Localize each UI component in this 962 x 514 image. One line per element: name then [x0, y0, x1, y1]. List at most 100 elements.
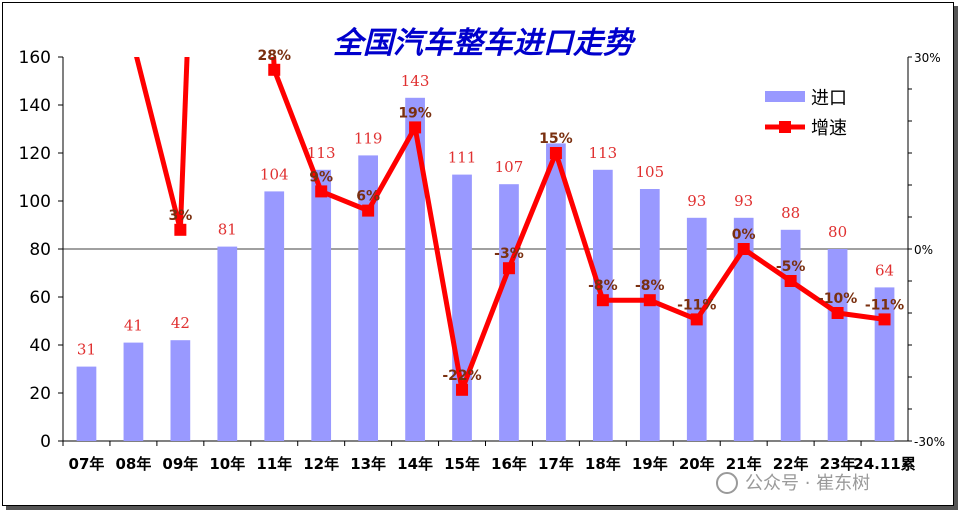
- chart-svg: 0 20 40 60 80 100 120 140 160 30% 0% -30% 07年 08年 09年 1…: [19, 26, 945, 494]
- growth-line-group: [134, 57, 885, 393]
- bar-data-label: 93: [687, 192, 706, 210]
- y-left-tick-label: 0: [40, 432, 51, 452]
- bar-data-label: 113: [589, 144, 618, 162]
- x-tick-label: 16年: [491, 455, 527, 473]
- x-tick-label: 22年: [773, 455, 809, 473]
- x-tick-label: 17年: [538, 455, 574, 473]
- bar: [76, 366, 97, 441]
- bar-data-label: 81: [218, 221, 237, 239]
- y-left-tick-label: 120: [19, 144, 51, 164]
- x-tick-label: 11年: [256, 455, 292, 473]
- y-left-tick-label: 140: [19, 96, 51, 116]
- bar-data-label: 143: [401, 72, 430, 90]
- line-data-label: 15%: [539, 131, 573, 147]
- y-left-tick-label: 160: [19, 48, 51, 68]
- bar-data-label: 88: [781, 204, 800, 222]
- x-tick-label: 21年: [726, 455, 762, 473]
- bar-data-label: 113: [307, 144, 336, 162]
- bar-data-label: 107: [495, 158, 524, 176]
- y-left-tick-label: 40: [29, 336, 51, 356]
- x-tick-label: 07年: [69, 455, 105, 473]
- bar: [405, 97, 425, 442]
- y-right-tick-label: 0%: [914, 243, 933, 257]
- bar: [686, 217, 707, 441]
- bar-data-label: 119: [354, 129, 383, 147]
- bar-data-label: 80: [828, 223, 847, 241]
- growth-line: [177, 57, 190, 230]
- legend-bar-swatch: [765, 91, 805, 102]
- growth-marker: [409, 121, 422, 134]
- x-tick-label: 12年: [303, 455, 339, 473]
- bar-data-label: 111: [448, 149, 477, 167]
- growth-marker: [268, 63, 281, 76]
- growth-marker: [362, 204, 375, 217]
- growth-marker: [690, 313, 703, 326]
- line-data-label: -5%: [776, 259, 806, 275]
- growth-line: [134, 57, 183, 231]
- line-data-label: -8%: [588, 278, 618, 294]
- legend-line-marker: [779, 121, 791, 133]
- bar: [358, 155, 378, 441]
- x-tick-label: 23年: [820, 455, 856, 473]
- bar-data-label: 31: [77, 341, 96, 359]
- growth-marker: [596, 294, 609, 307]
- x-tick-label: 18年: [585, 455, 621, 473]
- line-data-label: -11%: [677, 297, 716, 313]
- growth-marker: [549, 147, 562, 159]
- bar: [311, 169, 332, 442]
- y-left-tick-label: 100: [19, 192, 51, 212]
- watermark-icon: [716, 472, 738, 494]
- line-data-label: 19%: [398, 105, 432, 121]
- line-data-label: -22%: [442, 368, 481, 384]
- line-data-label: -11%: [865, 297, 904, 313]
- growth-marker: [315, 185, 328, 198]
- line-data-label: -3%: [494, 246, 524, 262]
- bar: [123, 342, 144, 441]
- x-tick-label: 20年: [679, 455, 715, 473]
- legend-bar-label: 进口: [811, 88, 847, 109]
- bar: [452, 174, 472, 441]
- line-data-label: 9%: [309, 169, 333, 185]
- bar-data-label: 104: [260, 165, 289, 183]
- bar: [827, 249, 848, 441]
- watermark-text: 公众号 · 崔东树: [745, 473, 870, 494]
- bar: [639, 189, 660, 441]
- line-data-label: 0%: [732, 227, 756, 243]
- chart-title: 全国汽车整车进口走势: [333, 26, 637, 61]
- line-data-label: 28%: [257, 48, 291, 64]
- y-left-tick-label: 20: [29, 384, 51, 404]
- growth-marker: [643, 294, 656, 307]
- line-data-label: 3%: [168, 208, 192, 224]
- watermark-group: 公众号 · 崔东树: [716, 472, 870, 494]
- growth-marker: [502, 262, 515, 275]
- x-tick-label: 10年: [209, 455, 245, 473]
- y-left-tick-label: 60: [29, 288, 51, 308]
- bar-data-label: 105: [635, 163, 664, 181]
- bar: [733, 217, 754, 441]
- bar-data-label: 42: [171, 314, 190, 332]
- x-tick-label: 24.11累: [853, 455, 915, 473]
- y-right-tick-label: -30%: [914, 435, 945, 449]
- y-right-tick-label: 30%: [914, 51, 941, 65]
- bar: [170, 340, 191, 441]
- x-tick-label: 09年: [162, 455, 198, 473]
- legend-line-label: 增速: [811, 118, 847, 139]
- bar: [874, 287, 895, 441]
- growth-line: [271, 68, 885, 393]
- x-tick-label: 19年: [632, 455, 668, 473]
- bar: [217, 246, 238, 441]
- bar-data-label: 93: [734, 192, 753, 210]
- x-tick-label: 13年: [350, 455, 386, 473]
- bar: [546, 143, 566, 441]
- chart-frame: 0 20 40 60 80 100 120 140 160 30% 0% -30% 07年 08年 09年 1…: [2, 2, 954, 506]
- growth-marker: [784, 275, 797, 287]
- growth-marker: [174, 223, 187, 236]
- growth-marker: [456, 383, 469, 396]
- x-tick-label: 08年: [115, 455, 151, 473]
- line-data-label: -8%: [635, 278, 665, 294]
- bar: [264, 191, 285, 441]
- growth-marker: [831, 307, 844, 319]
- bar: [499, 184, 519, 441]
- x-tick-label: 14年: [397, 455, 433, 473]
- x-tick-label: 15年: [444, 455, 480, 473]
